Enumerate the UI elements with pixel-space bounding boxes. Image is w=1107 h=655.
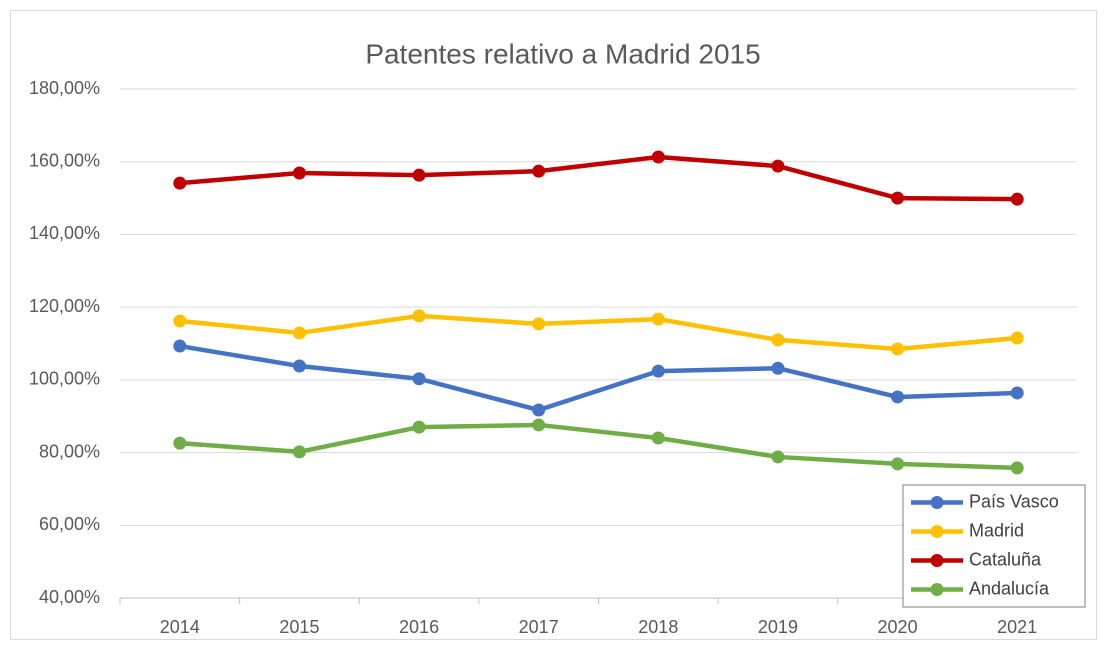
data-point: [292, 359, 306, 373]
data-point: [651, 150, 665, 164]
y-tick-label: 180,00%: [29, 78, 100, 98]
data-point: [173, 176, 187, 190]
data-point: [891, 390, 905, 404]
data-point: [532, 164, 546, 178]
data-point: [891, 191, 905, 205]
data-point: [651, 431, 665, 445]
data-point: [532, 403, 546, 417]
data-point: [173, 339, 187, 353]
y-tick-label: 40,00%: [39, 587, 100, 607]
x-tick-label: 2019: [758, 617, 798, 637]
data-point: [173, 314, 187, 328]
y-tick-label: 60,00%: [39, 514, 100, 534]
data-point: [771, 361, 785, 375]
data-point: [891, 457, 905, 471]
data-point: [891, 342, 905, 356]
y-tick-label: 80,00%: [39, 441, 100, 461]
y-tick-label: 120,00%: [29, 296, 100, 316]
legend-marker: [930, 554, 944, 567]
data-point: [651, 312, 665, 326]
data-point: [1010, 331, 1024, 345]
legend-marker: [930, 583, 944, 596]
x-tick-label: 2021: [997, 617, 1037, 637]
data-point: [412, 309, 426, 323]
y-tick-label: 100,00%: [29, 369, 100, 389]
data-point: [412, 372, 426, 386]
x-tick-label: 2015: [279, 617, 319, 637]
legend-label: País Vasco: [969, 491, 1059, 511]
series-line: [179, 422, 1018, 471]
data-point: [771, 333, 785, 347]
legend-marker: [930, 525, 944, 538]
data-point: [1010, 461, 1024, 475]
legend-marker: [930, 496, 944, 509]
x-tick-label: 2018: [638, 617, 678, 637]
data-point: [1010, 192, 1024, 206]
series-line: [179, 313, 1018, 352]
chart-title: Patentes relativo a Madrid 2015: [365, 38, 760, 69]
data-point: [532, 418, 546, 432]
data-point: [292, 445, 306, 459]
x-tick-label: 2017: [519, 617, 559, 637]
x-tick-label: 2020: [878, 617, 918, 637]
legend-label: Cataluña: [969, 549, 1042, 569]
x-tick-label: 2016: [399, 617, 439, 637]
data-point: [173, 436, 187, 450]
data-point: [1010, 386, 1024, 400]
y-tick-label: 160,00%: [29, 150, 100, 170]
series-line: [179, 343, 1018, 413]
legend-label: Andalucía: [969, 578, 1050, 598]
series-line: [179, 154, 1018, 202]
data-point: [412, 420, 426, 434]
data-point: [292, 166, 306, 180]
data-point: [651, 364, 665, 378]
data-point: [532, 317, 546, 331]
data-point: [292, 326, 306, 340]
y-tick-label: 140,00%: [29, 223, 100, 243]
data-point: [412, 168, 426, 182]
data-point: [771, 450, 785, 464]
x-tick-label: 2014: [160, 617, 200, 637]
data-point: [771, 159, 785, 173]
legend-label: Madrid: [969, 520, 1024, 540]
